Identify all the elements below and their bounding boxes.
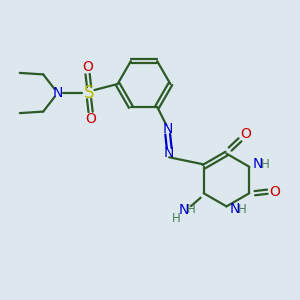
Text: H: H — [187, 203, 195, 216]
Text: O: O — [269, 185, 280, 199]
Text: O: O — [85, 112, 96, 126]
Text: N: N — [230, 202, 240, 216]
Text: O: O — [240, 127, 251, 141]
Text: N: N — [253, 158, 263, 171]
Text: H: H — [238, 203, 247, 216]
Text: S: S — [84, 84, 94, 102]
Text: O: O — [82, 60, 93, 74]
Text: H: H — [261, 158, 270, 171]
Text: H: H — [172, 212, 181, 225]
Text: N: N — [163, 122, 173, 136]
Text: N: N — [179, 203, 189, 217]
Text: N: N — [52, 86, 63, 100]
Text: N: N — [164, 146, 174, 160]
